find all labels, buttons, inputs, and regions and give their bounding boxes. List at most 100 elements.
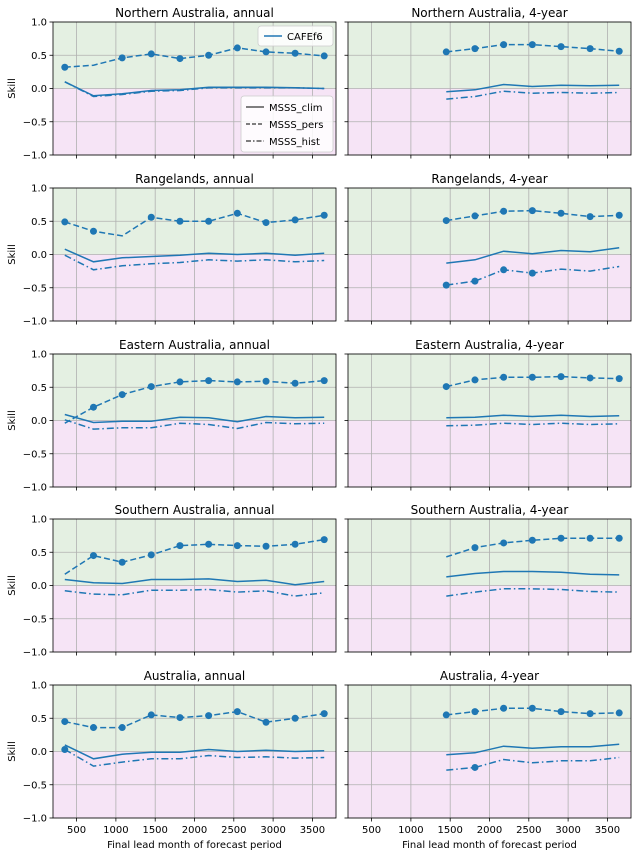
legend-metrics: MSSS_clim MSSS_pers MSSS_hist: [240, 95, 334, 153]
data-point-msss-pers: [118, 54, 126, 62]
panel-1: 1.0 0.5 0.0 −0.5 −1.0 Northern Australia, ann…: [7, 6, 337, 162]
panel-title: Northern Australia, 4-year: [411, 6, 567, 20]
series-line-msss-hist: [64, 254, 325, 271]
legend-label-msss-clim: MSSS_clim: [269, 103, 322, 114]
series-line-msss-clim: [446, 570, 620, 578]
x-tick-label: 3500: [300, 825, 325, 836]
y-tick-label: −0.5: [23, 780, 47, 791]
data-point-msss-pers: [471, 212, 479, 220]
panel-9: 500 1000 1500 2000 2500 3000 3500 1.0 0.5 0.0 −0.5…: [7, 669, 337, 851]
y-axis-label: Skill: [7, 244, 18, 264]
data-point-msss-pers: [233, 44, 241, 52]
y-tick-label: −1.0: [23, 317, 47, 328]
data-point-msss-pers: [500, 41, 508, 49]
data-point-msss-pers: [442, 217, 450, 225]
data-point-msss-pers: [586, 374, 594, 382]
y-tick-label: 1.0: [31, 681, 47, 692]
y-tick-label: −1.0: [23, 483, 47, 494]
y-tick-label: −0.5: [23, 283, 47, 294]
data-point-msss-pers: [176, 55, 184, 63]
x-tick-label: 1000: [398, 825, 423, 836]
series-line-msss-pers: [64, 710, 325, 729]
data-point-msss-pers: [233, 708, 241, 716]
data-point-msss-pers: [262, 219, 270, 227]
series-line-msss-pers: [64, 379, 325, 424]
legend-label-cafef6: CAFEf6: [287, 32, 323, 43]
data-point-msss-pers: [528, 536, 536, 544]
y-tick-label: 1.0: [31, 350, 47, 361]
x-tick-label: 3000: [555, 825, 580, 836]
data-point-msss-pers: [147, 50, 155, 58]
series-line-msss-clim: [446, 743, 620, 756]
series-line-msss-pers: [64, 47, 325, 68]
y-tick-label: 0.0: [31, 581, 47, 592]
data-point-msss-pers: [205, 377, 213, 385]
y-tick-label: 0.5: [31, 714, 47, 725]
y-tick-label: −1.0: [23, 814, 47, 825]
y-tick-label: −0.5: [23, 117, 47, 128]
data-point-msss-pers: [118, 724, 126, 732]
data-point-msss-pers: [557, 373, 565, 381]
x-tick-label: 1500: [142, 825, 167, 836]
y-tick-label: 0.0: [31, 747, 47, 758]
x-tick-label: 1000: [103, 825, 128, 836]
series-line-msss-clim: [446, 83, 620, 93]
data-point-msss-pers: [442, 711, 450, 719]
panel-title: Eastern Australia, annual: [119, 338, 270, 352]
y-axis-label: Skill: [7, 741, 18, 761]
data-point-msss-pers: [291, 49, 299, 57]
x-axis-label: Final lead month of forecast period: [402, 840, 577, 851]
series-line-msss-clim: [64, 744, 325, 760]
x-tick-label: 2000: [182, 825, 207, 836]
panel-title: Southern Australia, 4-year: [411, 503, 569, 517]
data-point-msss-pers: [320, 377, 328, 385]
data-point-msss-pers: [262, 48, 270, 56]
data-point-msss-pers: [500, 373, 508, 381]
y-axis-label: Skill: [7, 410, 18, 430]
data-point-msss-pers: [262, 718, 270, 726]
x-tick-label: 500: [67, 825, 86, 836]
data-point-msss-pers: [147, 383, 155, 391]
y-tick-label: −1.0: [23, 648, 47, 659]
data-point-msss-pers: [500, 207, 508, 215]
data-point-msss-hist: [442, 281, 450, 289]
data-point-msss-pers: [205, 217, 213, 225]
y-tick-label: 0.5: [31, 548, 47, 559]
data-point-msss-pers: [320, 536, 328, 544]
data-point-msss-pers: [586, 213, 594, 221]
data-point-msss-pers: [89, 403, 97, 411]
y-axis-label: Skill: [7, 78, 18, 98]
data-point-msss-pers: [89, 227, 97, 235]
panel-7: 1.0 0.5 0.0 −0.5 −1.0 Southern Australia, ann…: [7, 503, 337, 659]
panel-title: Australia, annual: [144, 669, 246, 683]
data-point-msss-pers: [61, 218, 69, 226]
data-point-msss-pers: [147, 551, 155, 559]
data-point-msss-pers: [557, 708, 565, 716]
x-tick-label: 3500: [595, 825, 620, 836]
data-point-msss-pers: [320, 52, 328, 60]
data-point-msss-pers: [471, 544, 479, 552]
data-point-msss-pers: [176, 542, 184, 550]
y-tick-label: 1.0: [31, 18, 47, 29]
x-tick-label: 2000: [477, 825, 502, 836]
data-point-msss-pers: [118, 391, 126, 399]
panel-title: Rangelands, annual: [135, 172, 254, 186]
data-point-msss-pers: [262, 542, 270, 550]
data-point-msss-pers: [615, 709, 623, 717]
panel-2: Northern Australia, 4-year: [344, 6, 632, 159]
data-point-msss-pers: [528, 373, 536, 381]
x-axis-label: Final lead month of forecast period: [107, 840, 282, 851]
y-tick-label: −0.5: [23, 449, 47, 460]
data-point-msss-pers: [528, 41, 536, 49]
data-point-msss-pers: [615, 47, 623, 55]
data-point-msss-pers: [291, 714, 299, 722]
y-tick-label: 1.0: [31, 515, 47, 526]
y-tick-label: −1.0: [23, 151, 47, 162]
data-point-msss-pers: [233, 542, 241, 550]
panel-title: Australia, 4-year: [440, 669, 539, 683]
legend-model: CAFEf6: [257, 25, 334, 47]
y-tick-label: 0.0: [31, 250, 47, 261]
data-point-msss-hist: [61, 746, 69, 754]
data-point-msss-pers: [118, 558, 126, 566]
